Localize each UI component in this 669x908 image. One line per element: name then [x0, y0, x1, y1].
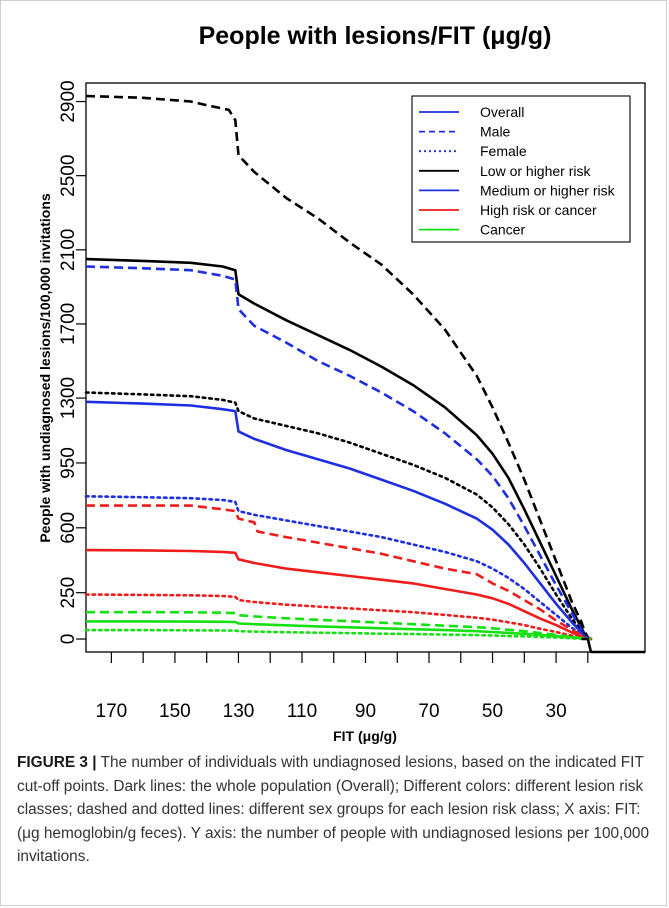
- series-line-4: [84, 391, 593, 641]
- y-tick-label: 2900: [58, 80, 79, 122]
- x-tick-label: 70: [418, 701, 439, 722]
- series-line-3: [85, 265, 592, 641]
- series-line-7: [86, 504, 592, 641]
- series-line-10: [86, 610, 592, 641]
- x-axis: 170 150 130 110 90 70 50 30: [96, 652, 589, 722]
- legend-label: Male: [480, 124, 511, 140]
- caption-text: The number of individuals with undiagnos…: [17, 754, 650, 865]
- series-line-2: [85, 257, 592, 641]
- y-axis-label: People with undiagnosed lesions/100,000 …: [37, 193, 53, 543]
- x-tick-label: 90: [355, 701, 376, 722]
- y-tick-label: 2100: [58, 229, 79, 271]
- legend-label: Overall: [480, 104, 524, 120]
- series-line-5: [85, 400, 592, 641]
- legend-label: High risk or cancer: [480, 202, 597, 218]
- series-line-13: [581, 637, 645, 654]
- y-tick-label: 600: [58, 512, 79, 544]
- x-tick-label: 50: [482, 701, 503, 722]
- y-tick-label: 1700: [58, 303, 79, 345]
- caption-label: FIGURE 3 |: [17, 754, 97, 771]
- y-tick-label: 950: [58, 447, 79, 479]
- y-tick-label: 250: [58, 577, 79, 609]
- series-line-12: [84, 628, 593, 641]
- y-tick-label: 0: [58, 634, 79, 645]
- y-tick-label: 1300: [58, 377, 79, 419]
- y-tick-label: 2500: [58, 155, 79, 197]
- series-line-8: [85, 548, 592, 641]
- legend: Overall Male Female Low or higher risk Mediu…: [411, 95, 631, 243]
- chart-title: People with lesions/FIT (μg/g): [199, 22, 552, 50]
- chart: People with lesions/FIT (μg/g) 0 250 600 95…: [37, 22, 646, 744]
- x-tick-label: 150: [159, 701, 191, 722]
- figure-caption: FIGURE 3 | The number of individuals wit…: [17, 751, 657, 869]
- series-line-6: [84, 494, 593, 641]
- x-tick-label: 110: [287, 701, 317, 722]
- y-axis: 0 250 600 950 1300 1700 2100 2500 2900: [58, 80, 86, 644]
- legend-box: [411, 95, 631, 243]
- legend-label: Cancer: [480, 222, 525, 238]
- legend-label: Female: [480, 143, 527, 159]
- x-tick-label: 130: [223, 701, 255, 722]
- series-line-1: [85, 94, 592, 641]
- legend-label: Medium or higher risk: [480, 182, 616, 198]
- legend-label: Low or higher risk: [480, 163, 591, 179]
- x-tick-label: 30: [546, 701, 567, 722]
- x-tick-label: 170: [96, 701, 128, 722]
- x-axis-label: FIT (μg/g): [333, 728, 397, 744]
- series-line-9: [84, 593, 593, 641]
- series-layer: [84, 94, 645, 654]
